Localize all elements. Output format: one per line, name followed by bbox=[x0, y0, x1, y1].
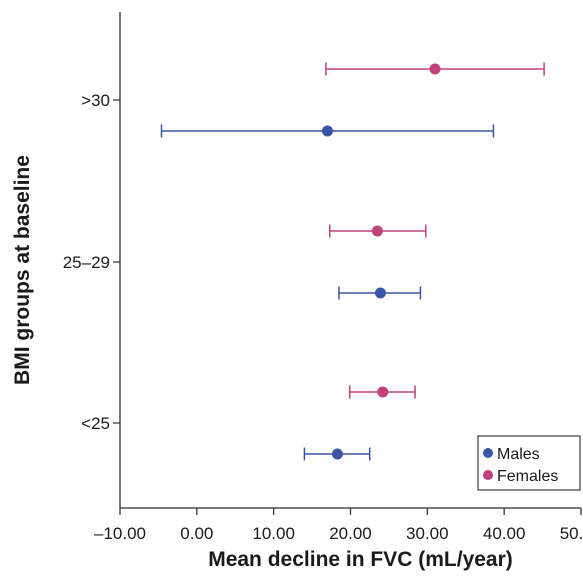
x-tick-label: 20.00 bbox=[329, 524, 372, 543]
data-point bbox=[377, 386, 389, 398]
data-point bbox=[374, 287, 386, 299]
data-point bbox=[331, 448, 343, 460]
y-tick-label: 25–29 bbox=[63, 253, 110, 272]
legend-marker-females bbox=[483, 470, 493, 480]
x-tick-label: 30.00 bbox=[406, 524, 449, 543]
legend-box bbox=[477, 435, 581, 491]
y-tick-label: >30 bbox=[81, 91, 110, 110]
x-tick-label: 0.00 bbox=[180, 524, 213, 543]
series-females bbox=[325, 62, 545, 399]
y-tick-label: <25 bbox=[81, 414, 110, 433]
legend-label-males: Males bbox=[497, 446, 540, 463]
x-axis-title: Mean decline in FVC (mL/year) bbox=[208, 548, 513, 571]
legend-label-females: Females bbox=[497, 468, 558, 485]
legend-marker-males bbox=[483, 448, 493, 458]
x-tick-label: 50.00 bbox=[560, 524, 583, 543]
series-males bbox=[160, 124, 495, 461]
data-series bbox=[160, 62, 545, 461]
x-tick-label: –10.00 bbox=[94, 524, 146, 543]
x-axis-ticks: –10.00 0.00 10.00 20.00 30.00 40.00 50.00 bbox=[94, 508, 583, 543]
legend: Males Females bbox=[477, 435, 581, 491]
x-tick-label: 10.00 bbox=[252, 524, 295, 543]
data-point bbox=[429, 63, 441, 75]
y-axis-ticks: >30 25–29 <25 bbox=[63, 91, 120, 433]
plot-frame bbox=[119, 12, 581, 509]
data-point bbox=[371, 225, 383, 237]
x-tick-label: 40.00 bbox=[483, 524, 526, 543]
y-axis-title: BMI groups at baseline bbox=[11, 155, 34, 385]
data-point bbox=[321, 125, 333, 137]
